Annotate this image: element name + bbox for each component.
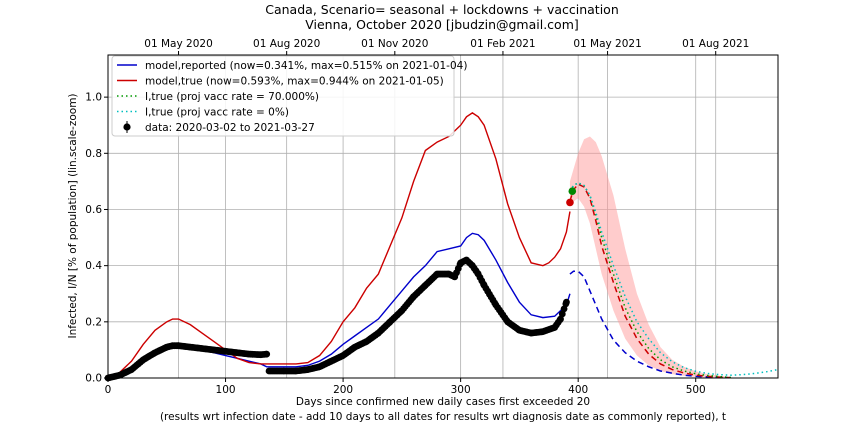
series-line <box>107 112 571 379</box>
uncertainty-band <box>569 136 731 378</box>
legend-label: data: 2020-03-02 to 2021-03-27 <box>145 122 315 134</box>
series-line <box>569 183 732 379</box>
y-tick-label: 0.6 <box>85 204 102 216</box>
x-axis-ticks: 0 100 200 300 400 500 <box>105 378 706 396</box>
series-line <box>569 270 732 379</box>
data-point <box>563 298 570 306</box>
x-tick-label: 100 <box>216 384 236 396</box>
y-axis-label: Infected, I/N [% of population] (lin.sca… <box>67 93 79 338</box>
top-tick-label: 01 May 2020 <box>144 38 212 50</box>
y-axis-ticks: 0.0 0.2 0.4 0.6 0.8 1.0 <box>85 92 108 385</box>
data-point <box>263 350 271 358</box>
band-area <box>569 136 731 378</box>
data-points <box>104 256 570 382</box>
y-tick-label: 0.0 <box>85 373 102 385</box>
legend-box <box>111 55 455 137</box>
y-tick-label: 1.0 <box>85 92 102 104</box>
current-markers <box>566 187 577 207</box>
legend-label: model,reported (now=0.341%, max=0.515% o… <box>145 60 467 72</box>
x-axis-label: Days since confirmed new daily cases fir… <box>296 396 590 408</box>
chart-subtitle: Vienna, October 2020 [jbudzin@gmail.com] <box>305 17 579 32</box>
top-tick-label: 01 May 2021 <box>573 38 641 50</box>
top-tick-label: 01 Aug 2021 <box>682 38 749 50</box>
x-tick-label: 200 <box>333 384 353 396</box>
x-tick-label: 400 <box>568 384 588 396</box>
y-tick-label: 0.4 <box>85 260 102 272</box>
top-tick-label: 01 Feb 2021 <box>470 38 535 50</box>
chart-title: Canada, Scenario= seasonal + lockdowns +… <box>265 2 619 17</box>
current-marker <box>566 198 574 207</box>
legend-label: I,true (proj vacc rate = 0%) <box>145 106 289 118</box>
y-tick-label: 0.8 <box>85 148 102 160</box>
x-tick-label: 300 <box>451 384 471 396</box>
plot-frame <box>107 54 779 379</box>
x-axis-label-secondary: (results wrt infection date - add 10 day… <box>160 411 726 423</box>
legend-label: model,true (now=0.593%, max=0.944% on 20… <box>145 75 444 87</box>
series-lines <box>107 112 779 379</box>
x-tick-label: 0 <box>105 384 112 396</box>
legend: model,reported (now=0.341%, max=0.515% o… <box>111 55 467 137</box>
legend-label: I,true (proj vacc rate = 70.000%) <box>145 91 319 103</box>
x-tick-label: 500 <box>686 384 706 396</box>
top-tick-label: 01 Aug 2020 <box>253 38 320 50</box>
y-tick-label: 0.2 <box>85 316 102 328</box>
series-line <box>569 181 779 376</box>
current-marker <box>568 187 577 196</box>
top-date-axis: 01 May 2020 01 Aug 2020 01 Nov 2020 01 Feb … <box>144 38 749 55</box>
top-tick-label: 01 Nov 2020 <box>361 38 428 50</box>
